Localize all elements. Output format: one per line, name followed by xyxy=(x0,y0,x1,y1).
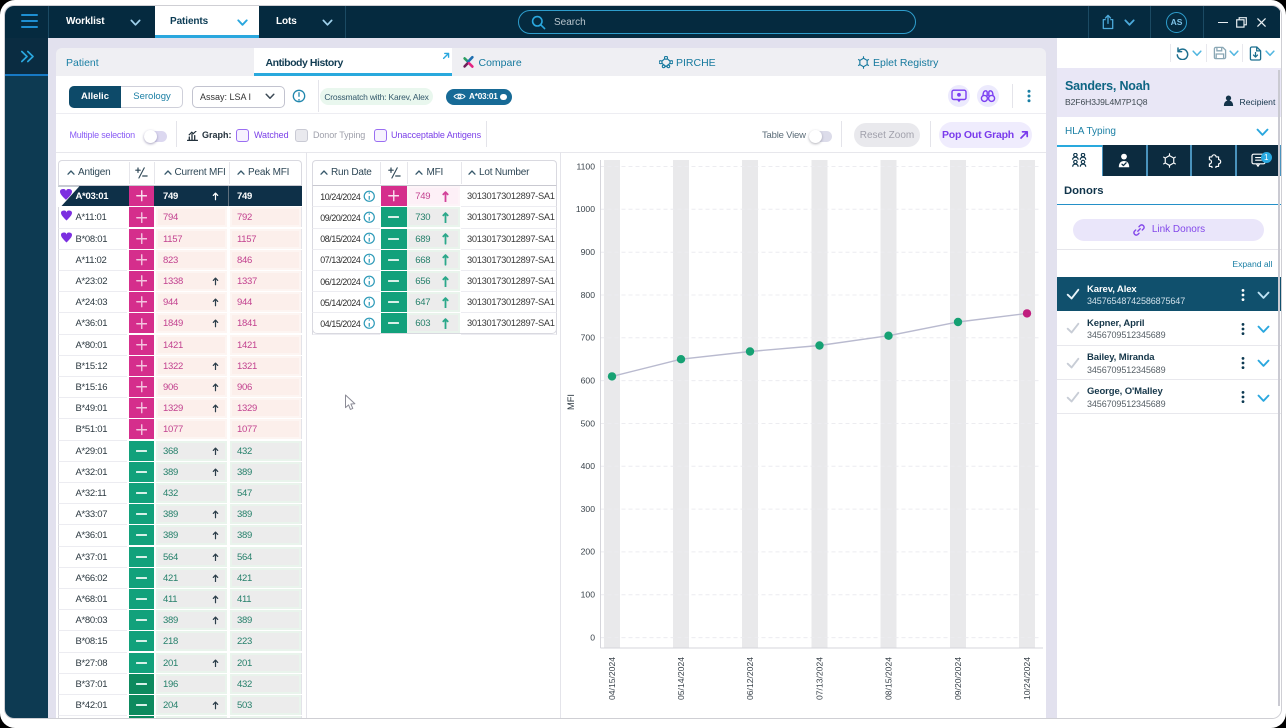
svg-text:700: 700 xyxy=(581,333,596,343)
svg-text:400: 400 xyxy=(581,461,596,471)
svg-text:09/20/2024: 09/20/2024 xyxy=(953,657,963,700)
svg-text:900: 900 xyxy=(581,247,596,257)
svg-text:1100: 1100 xyxy=(577,161,596,171)
svg-text:10/24/2024: 10/24/2024 xyxy=(1022,657,1032,700)
svg-text:05/14/2024: 05/14/2024 xyxy=(676,657,686,700)
svg-text:800: 800 xyxy=(581,290,596,300)
svg-text:1000: 1000 xyxy=(576,204,595,214)
svg-text:MFI: MFI xyxy=(566,394,576,410)
svg-text:04/15/2024: 04/15/2024 xyxy=(607,657,617,700)
svg-text:06/12/2024: 06/12/2024 xyxy=(745,657,755,700)
svg-text:200: 200 xyxy=(581,547,596,557)
svg-text:0: 0 xyxy=(590,632,595,642)
svg-text:100: 100 xyxy=(581,590,596,600)
svg-text:08/15/2024: 08/15/2024 xyxy=(884,657,894,700)
svg-text:300: 300 xyxy=(581,504,596,514)
svg-text:500: 500 xyxy=(581,418,596,428)
svg-text:07/13/2024: 07/13/2024 xyxy=(815,657,825,700)
svg-text:600: 600 xyxy=(581,375,596,385)
